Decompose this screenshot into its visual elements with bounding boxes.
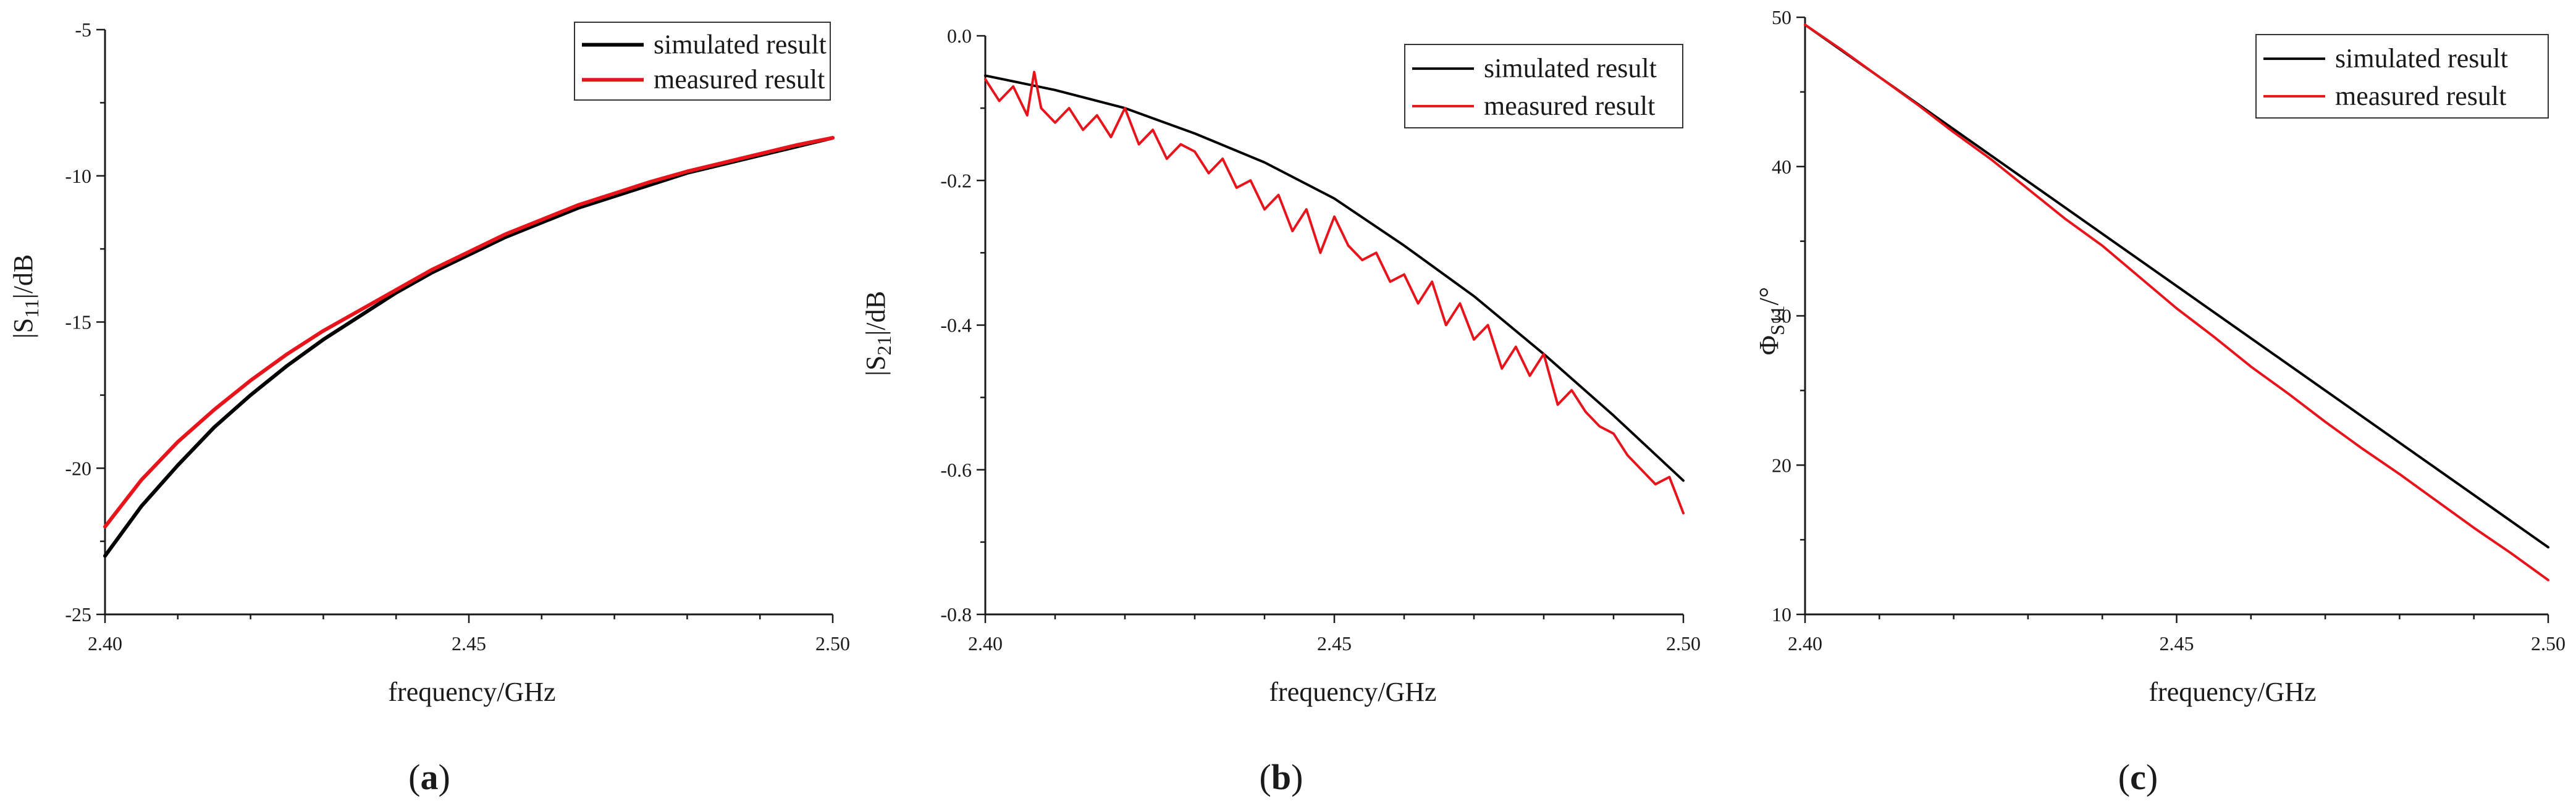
x-tick-label-b: 2.50	[1666, 632, 1701, 655]
legend-label-measured-b: measured result	[1484, 91, 1655, 121]
y-tick-label-a: -15	[65, 311, 91, 333]
y-axis-label-a: |S11|/dB	[8, 254, 43, 338]
y-tick-label-c: 20	[1772, 454, 1791, 476]
chart-panel-b: |S21|/dB frequency/GHz (b) -0.8 -0.6 -0.4 -…	[861, 25, 1701, 797]
y-tick-label-b: 0.0	[947, 25, 972, 47]
panel-label-b: (b)	[1260, 757, 1303, 797]
panel-label-c: (c)	[2118, 757, 2158, 797]
measured-series-line-b	[984, 70, 1685, 514]
y-tick-label-a: -25	[65, 603, 91, 626]
x-axis-label-c: frequency/GHz	[2149, 677, 2316, 707]
measured-series-line-a	[103, 136, 835, 529]
y-tick-label-b: -0.8	[940, 603, 972, 626]
legend-a: simulated result measured result	[574, 22, 831, 101]
y-tick-label-a: -20	[65, 457, 91, 479]
y-tick-label-b: -0.4	[940, 314, 972, 337]
legend-label-measured-c: measured result	[2335, 81, 2506, 111]
y-tick-label-b: -0.2	[940, 169, 972, 191]
panel-label-a: (a)	[408, 757, 450, 797]
y-tick-label-c: 50	[1772, 6, 1791, 28]
x-tick-label-b: 2.40	[968, 632, 1003, 655]
legend-label-simulated-c: simulated result	[2335, 43, 2508, 73]
x-axis-label-b: frequency/GHz	[1269, 677, 1436, 707]
x-tick-label-c: 2.50	[2531, 632, 2565, 655]
y-tick-label-c: 40	[1772, 156, 1791, 178]
y-axis-label-c: ΦS11/°	[1754, 287, 1788, 356]
x-tick-label-a: 2.50	[815, 632, 850, 655]
y-tick-label-a: -5	[75, 19, 91, 41]
legend-c: simulated result measured result	[2255, 34, 2549, 119]
axes-a	[104, 30, 833, 616]
measured-series-line-c	[1804, 23, 2549, 582]
x-tick-label-a: 2.45	[452, 632, 486, 655]
legend-b: simulated result measured result	[1404, 44, 1683, 128]
x-tick-label-a: 2.40	[88, 632, 122, 655]
y-tick-label-b: -0.6	[940, 459, 972, 481]
x-tick-label-c: 2.45	[2160, 632, 2194, 655]
chart-panel-c: ΦS11/° frequency/GHz (c) 10 20 30 40 50 2.40 2…	[1754, 6, 2565, 797]
x-axis-label-a: frequency/GHz	[388, 677, 555, 707]
y-tick-label-c: 30	[1772, 305, 1791, 327]
x-tick-label-c: 2.40	[1788, 632, 1822, 655]
legend-box-a	[574, 22, 831, 101]
simulated-series-line-a	[103, 136, 835, 558]
x-tick-label-b: 2.45	[1317, 632, 1352, 655]
legend-box-b	[1404, 44, 1683, 128]
simulated-series-line-b	[984, 74, 1685, 482]
legend-box-c	[2255, 34, 2549, 119]
legend-label-simulated-a: simulated result	[654, 30, 827, 60]
y-tick-label-c: 10	[1772, 603, 1791, 626]
chart-panel-a: |S11|/dB frequency/GHz (a) -25 -20 -15 -10 -…	[8, 19, 850, 797]
legend-label-measured-a: measured result	[654, 64, 825, 94]
y-tick-label-a: -10	[65, 165, 91, 187]
legend-label-simulated-b: simulated result	[1484, 53, 1657, 83]
y-axis-label-b: |S21|/dB	[861, 291, 895, 376]
